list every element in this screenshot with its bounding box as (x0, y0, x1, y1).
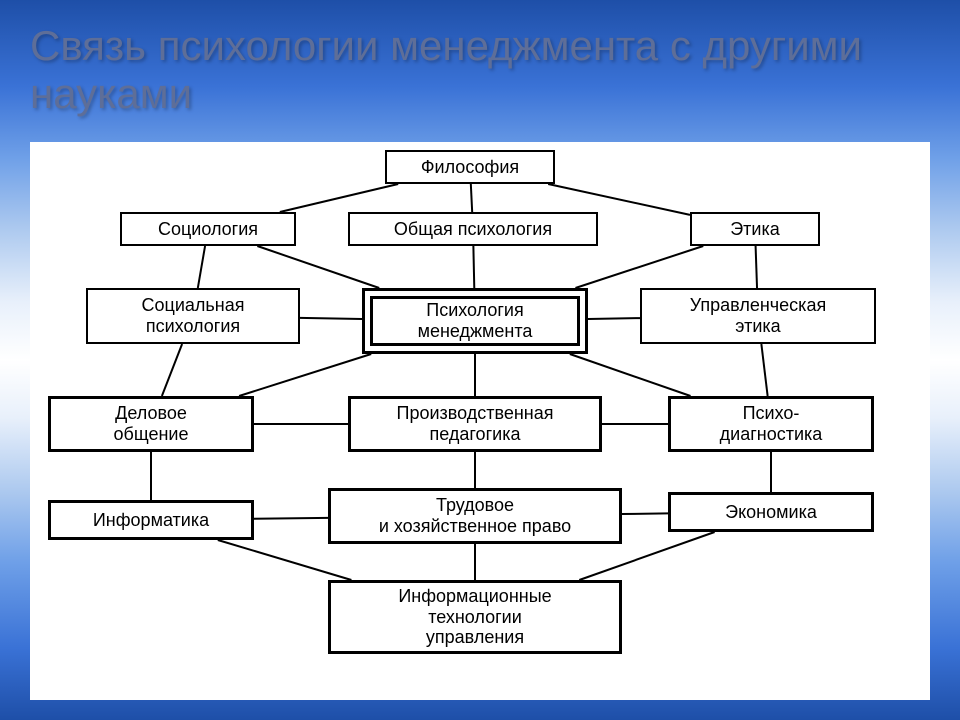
node-label: Психо- диагностика (720, 403, 823, 444)
node-label: Информатика (93, 510, 209, 531)
edge-sociology-center (257, 246, 379, 288)
edge-ethics-mgtethics (756, 246, 757, 288)
edge-informatics-law (254, 518, 328, 519)
edge-law-economics (622, 513, 668, 514)
node-mgtethics: Управленческая этика (640, 288, 876, 344)
node-label: Социология (158, 219, 258, 240)
node-ittech: Информационные технологии управления (328, 580, 622, 654)
node-label: Управленческая этика (690, 295, 826, 336)
edge-philosophy-ethics (548, 184, 690, 215)
node-label: Социальная психология (142, 295, 245, 336)
edge-socpsych-center (300, 318, 362, 319)
node-label: Философия (421, 157, 519, 178)
node-socpsych: Социальная психология (86, 288, 300, 344)
node-law: Трудовое и хозяйственное право (328, 488, 622, 544)
edge-informatics-ittech (218, 540, 352, 580)
node-economics: Экономика (668, 492, 874, 532)
edge-center-bizcomm (239, 354, 371, 396)
node-philosophy: Философия (385, 150, 555, 184)
edge-philosophy-genpsych (471, 184, 472, 212)
edge-mgtethics-psychodiag (761, 344, 767, 396)
edge-socpsych-bizcomm (162, 344, 182, 396)
edge-philosophy-sociology (280, 184, 398, 212)
edge-center-psychodiag (570, 354, 691, 396)
node-label: Производственная педагогика (397, 403, 554, 444)
node-ethics: Этика (690, 212, 820, 246)
edge-sociology-socpsych (198, 246, 205, 288)
diagram-canvas: Философия Социология Общая психология Этика… (30, 142, 930, 700)
node-label: Экономика (725, 502, 817, 523)
node-informatics: Информатика (48, 500, 254, 540)
node-pedagogy: Производственная педагогика (348, 396, 602, 452)
node-psychodiag: Психо- диагностика (668, 396, 874, 452)
node-label: Деловое общение (114, 403, 189, 444)
node-label: Трудовое и хозяйственное право (379, 495, 571, 536)
node-label: Этика (730, 219, 780, 240)
edge-mgtethics-center (588, 318, 640, 319)
node-label: Психология менеджмента (418, 300, 533, 341)
edge-genpsych-center (473, 246, 474, 288)
node-center-inner: Психология менеджмента (370, 296, 580, 346)
node-label: Общая психология (394, 219, 552, 240)
node-center: Психология менеджмента (362, 288, 588, 354)
node-bizcomm: Деловое общение (48, 396, 254, 452)
edge-ethics-center (575, 246, 703, 288)
node-genpsych: Общая психология (348, 212, 598, 246)
node-label: Информационные технологии управления (398, 586, 551, 648)
node-sociology: Социология (120, 212, 296, 246)
page-title: Связь психологии менеджмента с другими н… (30, 22, 930, 119)
